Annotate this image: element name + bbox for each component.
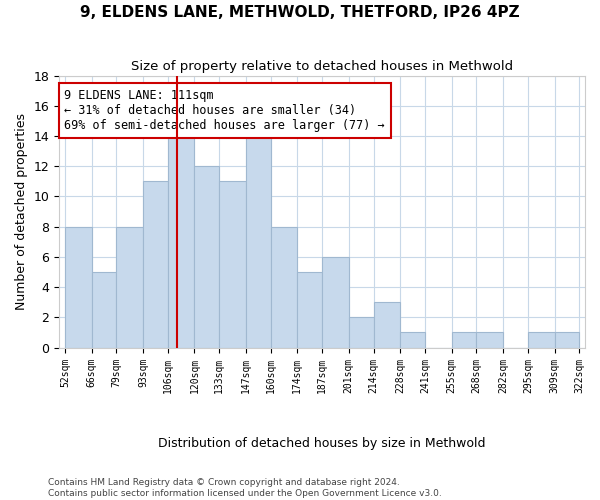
Bar (92, 272, 116, 347)
Bar (528, 332, 554, 347)
Bar (298, 272, 322, 347)
Text: Contains HM Land Registry data © Crown copyright and database right 2024.
Contai: Contains HM Land Registry data © Crown c… (48, 478, 442, 498)
Bar (219, 182, 246, 348)
Bar (476, 332, 503, 347)
Text: 9, ELDENS LANE, METHWOLD, THETFORD, IP26 4PZ: 9, ELDENS LANE, METHWOLD, THETFORD, IP26… (80, 5, 520, 20)
Y-axis label: Number of detached properties: Number of detached properties (15, 113, 28, 310)
Bar (143, 182, 168, 348)
Bar (116, 226, 143, 348)
Bar (349, 318, 374, 348)
Bar (322, 257, 349, 348)
Bar (168, 136, 194, 348)
Bar (554, 332, 579, 347)
X-axis label: Distribution of detached houses by size in Methwold: Distribution of detached houses by size … (158, 437, 486, 450)
Bar (271, 226, 298, 348)
Bar (452, 332, 476, 347)
Bar (65, 226, 92, 348)
Title: Size of property relative to detached houses in Methwold: Size of property relative to detached ho… (131, 60, 513, 73)
Bar (246, 121, 271, 348)
Bar (374, 302, 400, 348)
Bar (194, 166, 219, 348)
Bar (400, 332, 425, 347)
Text: 9 ELDENS LANE: 111sqm
← 31% of detached houses are smaller (34)
69% of semi-deta: 9 ELDENS LANE: 111sqm ← 31% of detached … (64, 89, 385, 132)
